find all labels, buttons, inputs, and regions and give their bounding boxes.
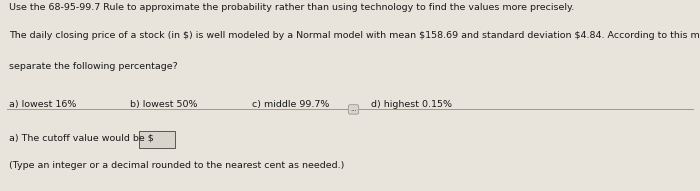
Text: Use the 68-95-99.7 Rule to approximate the probability rather than using technol: Use the 68-95-99.7 Rule to approximate t…: [9, 3, 574, 12]
Text: c) middle 99.7%: c) middle 99.7%: [252, 100, 330, 109]
Text: The daily closing price of a stock (in $) is well modeled by a Normal model with: The daily closing price of a stock (in $…: [9, 31, 700, 40]
Text: a) The cutoff value would be $: a) The cutoff value would be $: [9, 133, 154, 142]
Text: d) highest 0.15%: d) highest 0.15%: [371, 100, 452, 109]
Text: a) lowest 16%: a) lowest 16%: [9, 100, 76, 109]
Text: ...: ...: [350, 106, 357, 112]
FancyBboxPatch shape: [139, 131, 175, 148]
Text: b) lowest 50%: b) lowest 50%: [130, 100, 197, 109]
Text: (Type an integer or a decimal rounded to the nearest cent as needed.): (Type an integer or a decimal rounded to…: [9, 160, 344, 170]
Text: separate the following percentage?: separate the following percentage?: [9, 62, 178, 71]
